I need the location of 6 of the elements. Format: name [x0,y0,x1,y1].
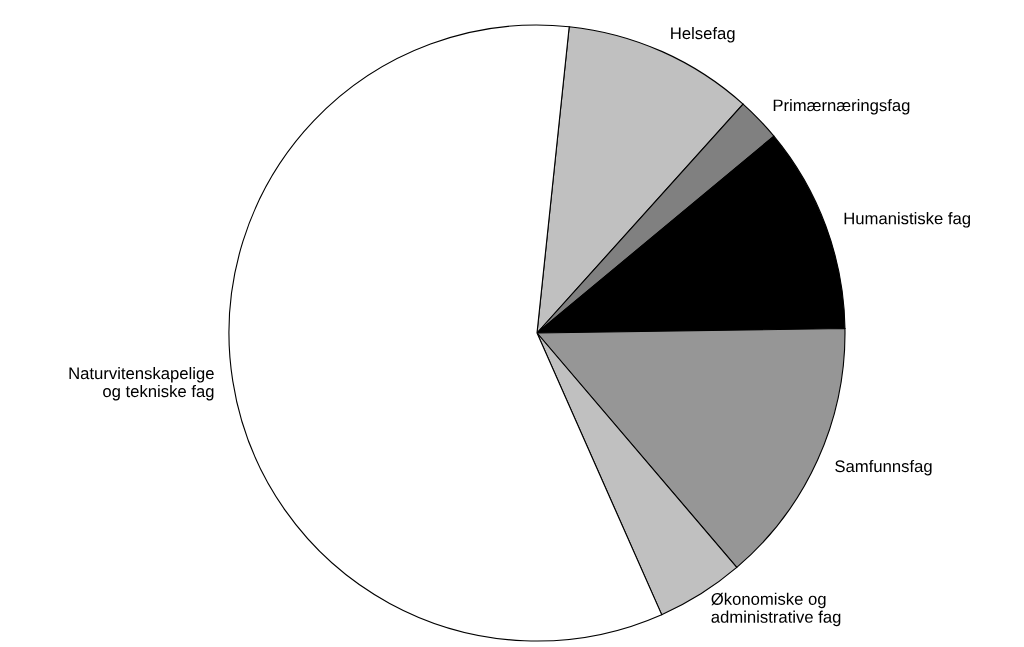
slice-label: Helsefag [671,26,735,43]
slice-label: Naturvitenskapelige og tekniske fag [69,366,214,401]
slice-label: Økonomiske og administrative fag [711,592,841,627]
slice-label: Primærnæringsfag [773,99,910,115]
slice-label: Samfunnsfag [835,459,932,476]
slice-label: Humanistiske fag [844,212,970,228]
